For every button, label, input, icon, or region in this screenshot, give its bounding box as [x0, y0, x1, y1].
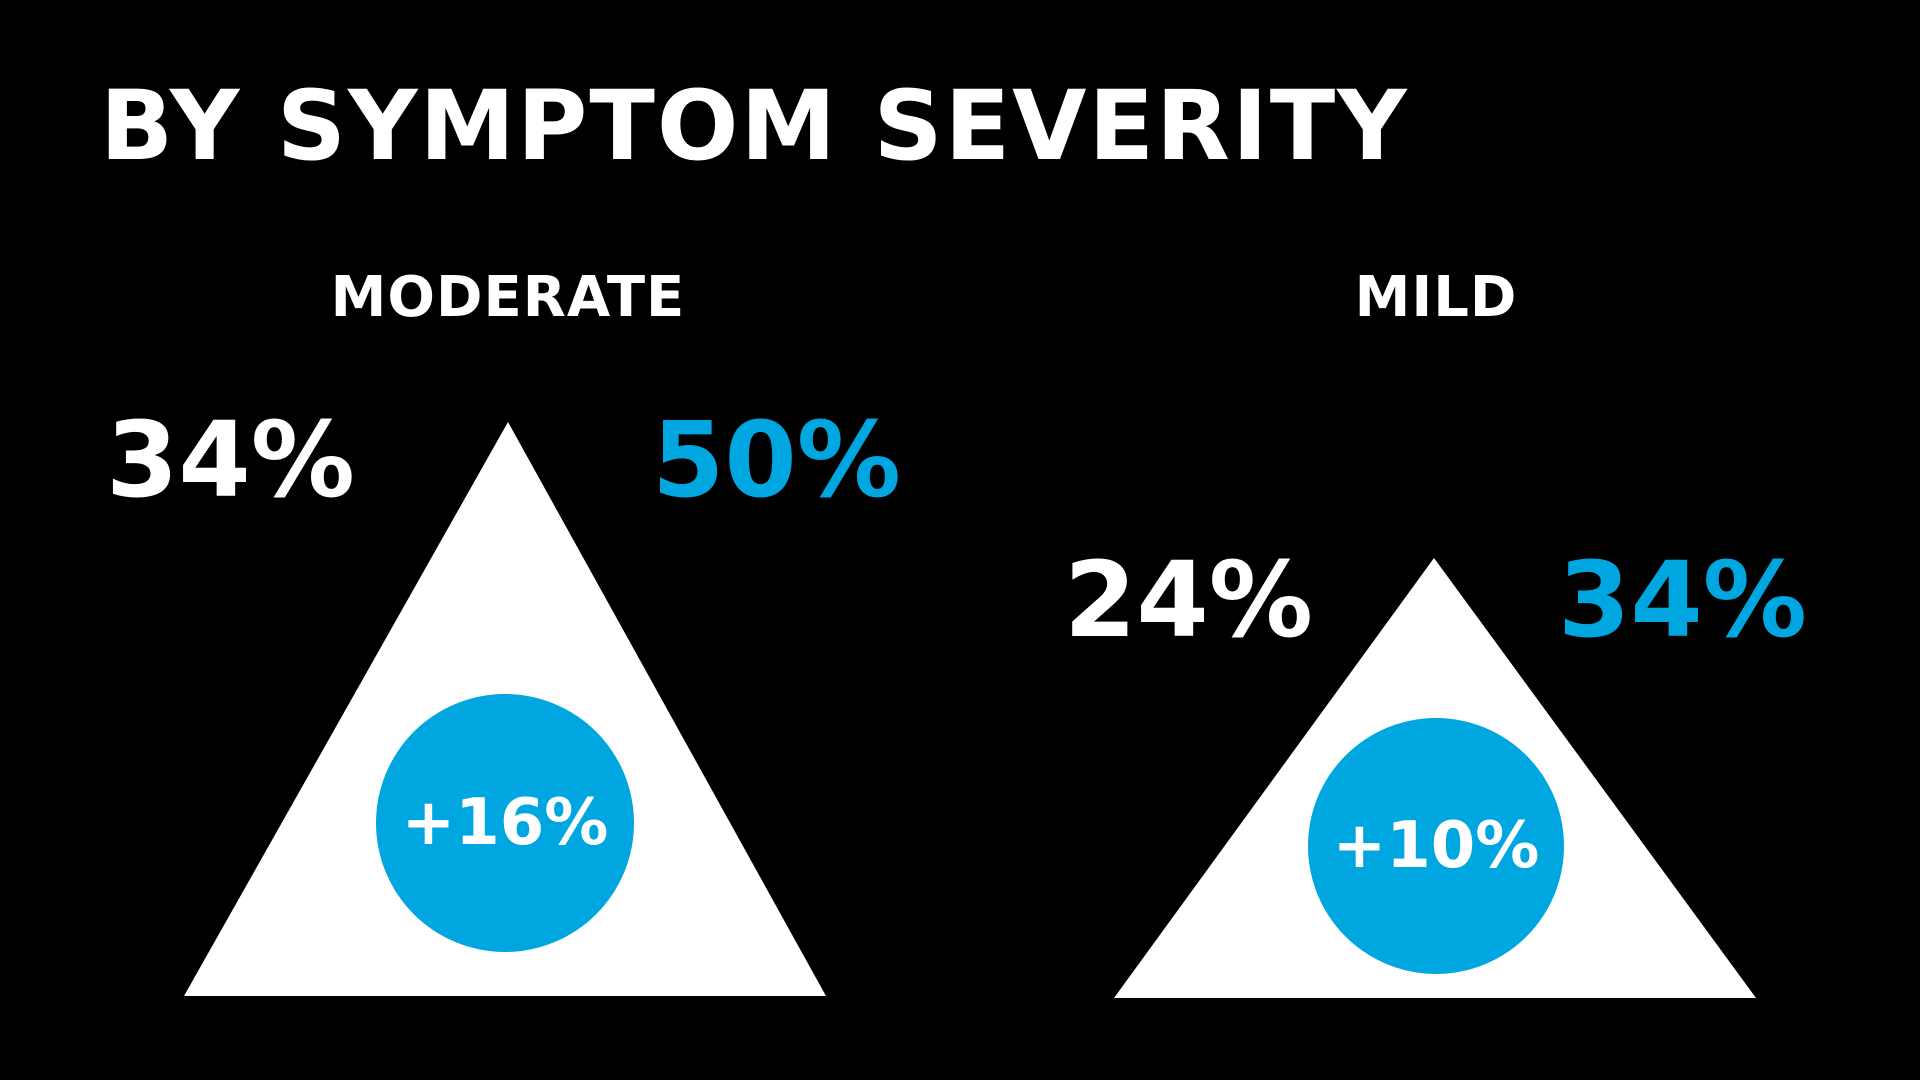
page-title: BY SYMPTOM SEVERITY [100, 70, 1409, 182]
mild-change-value: +10% [1332, 809, 1540, 883]
mild-change-bubble: +10% [1308, 718, 1564, 974]
mild-label: MILD [1354, 265, 1518, 330]
mild-after-value: 34% [1558, 539, 1807, 661]
mild-before-value: 24% [1064, 539, 1313, 661]
moderate-after-value: 50% [652, 399, 901, 521]
moderate-before-value: 34% [106, 399, 355, 521]
moderate-label: MODERATE [330, 265, 686, 330]
moderate-change-value: +16% [401, 786, 609, 860]
moderate-change-bubble: +16% [376, 694, 634, 952]
